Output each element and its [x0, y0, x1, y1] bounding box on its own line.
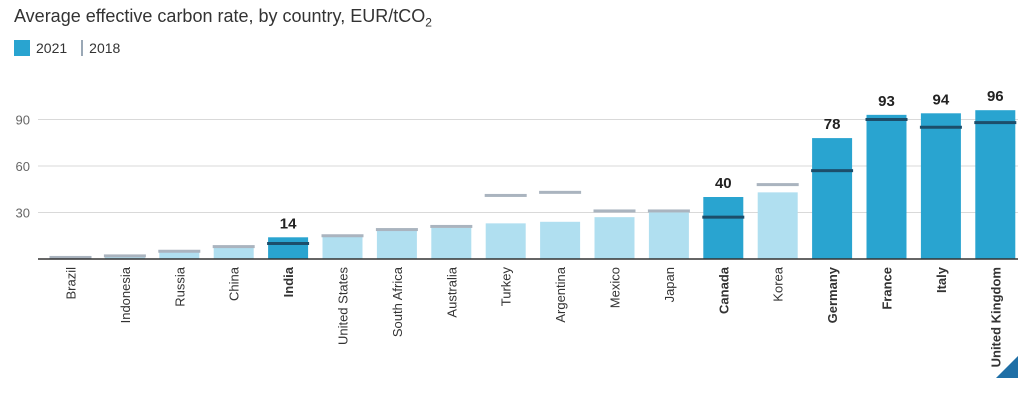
x-tick-label-turkey: Turkey	[499, 267, 514, 307]
x-tick-label-mexico: Mexico	[608, 267, 623, 308]
bar-2021-japan	[648, 212, 689, 259]
x-tick-label-united-states: United States	[336, 267, 351, 346]
bar-2021-south-africa	[376, 229, 417, 259]
bar-2021-china	[213, 246, 254, 259]
marker-2018-united-kingdom	[974, 121, 1017, 125]
data-label-canada: 40	[715, 175, 732, 192]
x-tick-label-united-kingdom: United Kingdom	[988, 267, 1003, 367]
bar-2021-australia	[431, 228, 472, 259]
marker-2018-australia	[430, 224, 473, 228]
x-tick-label-korea: Korea	[771, 266, 786, 301]
x-tick-label-china: China	[227, 266, 242, 301]
bar-2021-mexico	[594, 217, 635, 259]
bar-2021-germany	[812, 138, 853, 259]
x-tick-label-argentina: Argentina	[553, 266, 568, 322]
bar-2021-indonesia	[104, 255, 145, 259]
bar-2021-korea	[757, 192, 798, 259]
marker-2018-mexico	[593, 209, 636, 213]
marker-2018-brazil	[49, 255, 92, 259]
x-tick-label-canada: Canada	[716, 266, 731, 314]
data-label-italy: 94	[933, 91, 950, 108]
x-tick-label-brazil: Brazil	[64, 267, 79, 300]
y-tick-label-90: 90	[16, 113, 30, 128]
legend-label-2018: 2018	[89, 40, 121, 56]
data-label-germany: 78	[824, 116, 841, 133]
data-label-united-kingdom: 96	[987, 88, 1004, 105]
corner-fold-icon	[996, 356, 1018, 378]
bar-2021-italy	[920, 113, 961, 259]
bar-2021-russia	[159, 251, 200, 259]
marker-2018-canada	[702, 215, 745, 219]
marker-2018-indonesia	[103, 254, 146, 258]
legend-swatch-2018	[81, 40, 84, 56]
marker-2018-united-states	[321, 234, 364, 238]
bar-2021-france	[866, 114, 907, 259]
bar-2021-canada	[703, 197, 744, 259]
data-label-france: 93	[878, 93, 895, 110]
chart-title-subscript: 2	[425, 15, 432, 30]
bar-2021-united-kingdom	[975, 110, 1016, 259]
chart-title: Average effective carbon rate, by countr…	[14, 6, 432, 30]
x-tick-label-france: France	[880, 267, 895, 310]
y-tick-label-60: 60	[16, 159, 30, 174]
x-tick-label-germany: Germany	[825, 266, 840, 323]
bar-2021-argentina	[540, 221, 581, 259]
bar-2021-turkey	[485, 223, 526, 259]
y-tick-label-30: 30	[16, 206, 30, 221]
bar-2021-united-states	[322, 235, 363, 259]
x-tick-label-italy: Italy	[934, 266, 949, 293]
bar-2021-india	[268, 237, 309, 259]
marker-2018-south-africa	[375, 228, 418, 232]
x-tick-label-russia: Russia	[172, 266, 187, 307]
marker-2018-china	[212, 245, 255, 249]
marker-2018-argentina	[539, 190, 582, 194]
legend-swatch-2021	[14, 40, 30, 56]
marker-2018-korea	[756, 183, 799, 187]
marker-2018-russia	[158, 249, 201, 253]
legend: 2021 2018	[14, 40, 120, 56]
marker-2018-germany	[811, 169, 854, 173]
x-tick-label-south-africa: South Africa	[390, 266, 405, 337]
x-tick-label-indonesia: Indonesia	[118, 266, 133, 323]
marker-2018-india	[267, 242, 310, 245]
marker-2018-france	[865, 118, 908, 121]
x-tick-label-japan: Japan	[662, 267, 677, 302]
marker-2018-italy	[919, 125, 962, 129]
x-tick-label-india: India	[281, 266, 296, 297]
marker-2018-turkey	[484, 193, 527, 197]
x-tick-label-australia: Australia	[444, 266, 459, 317]
data-label-india: 14	[280, 215, 297, 232]
marker-2018-japan	[647, 209, 690, 213]
chart-title-text: Average effective carbon rate, by countr…	[14, 6, 426, 26]
legend-label-2021: 2021	[36, 40, 68, 56]
